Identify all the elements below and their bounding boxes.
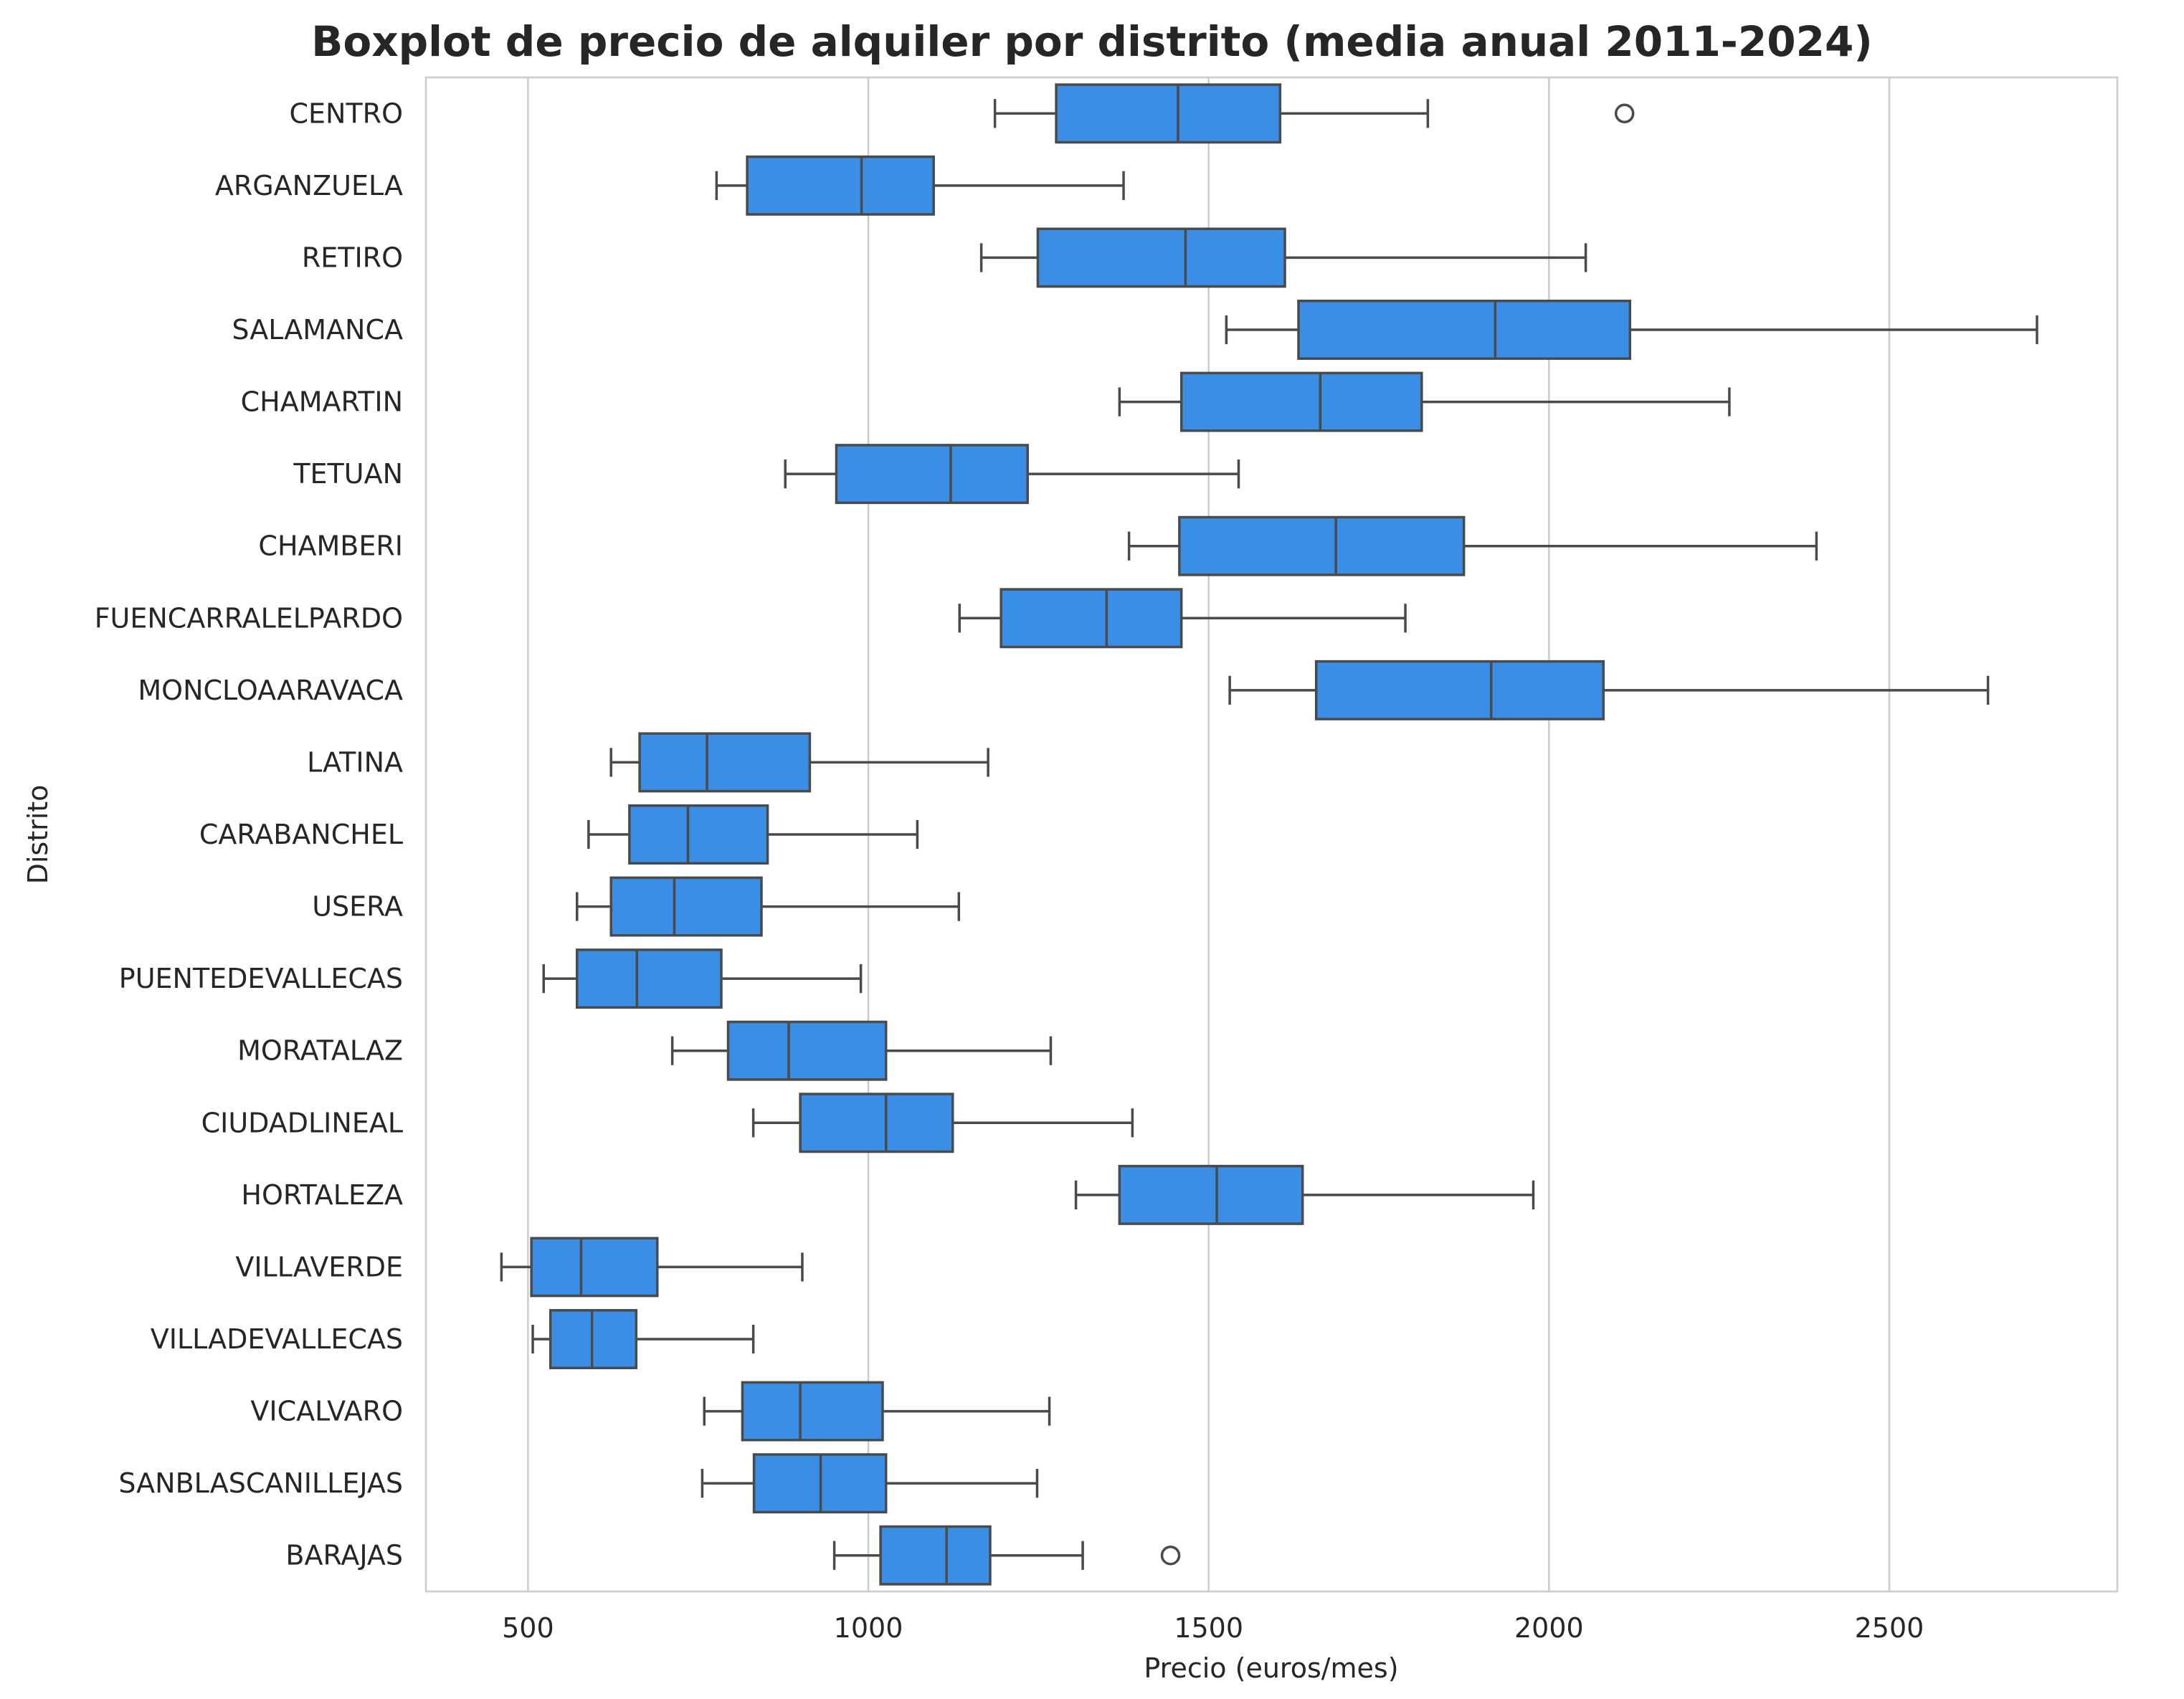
iqr-box	[1297, 300, 1632, 360]
box-arganzuela	[715, 155, 1125, 216]
y-tick-labels: CENTRO ARGANZUELA RETIRO SALAMANCA CHAMARTIN…	[95, 97, 403, 1571]
x-tick-label: 1500	[1174, 1612, 1243, 1644]
x-tick-label: 2500	[1855, 1612, 1924, 1644]
box-chamberi	[1127, 515, 1818, 576]
box-hortaleza	[1074, 1164, 1535, 1225]
box-chamartin	[1118, 371, 1731, 432]
iqr-box	[628, 804, 769, 865]
chart-title: Boxplot de precio de alquiler por distri…	[311, 17, 1873, 66]
y-tick-label-moratalaz: MORATALAZ	[237, 1035, 403, 1067]
y-tick-label-sanblascanillejas: SANBLASCANILLEJAS	[118, 1467, 403, 1499]
iqr-box	[1036, 227, 1286, 288]
y-tick-label-fuencarralelpardo: FUENCARRALELPARDO	[95, 602, 403, 634]
box-sanblascanillejas	[701, 1453, 1039, 1514]
y-tick-label-tetuan: TETUAN	[293, 458, 403, 490]
iqr-box	[746, 155, 935, 216]
box-moncloaaravaca	[1228, 660, 1990, 720]
iqr-box	[530, 1237, 659, 1298]
x-tick-label: 500	[502, 1612, 554, 1644]
box-villadevallecas	[531, 1309, 755, 1369]
y-tick-label-chamartin: CHAMARTIN	[241, 386, 403, 418]
box-tetuan	[784, 444, 1240, 505]
y-tick-label-moncloaaravaca: MONCLOAARAVACA	[138, 675, 403, 706]
iqr-box	[1055, 83, 1282, 144]
iqr-box	[575, 948, 723, 1009]
x-tick-labels: 500 1000 1500 2000 2500	[502, 1612, 1924, 1644]
y-tick-label-centro: CENTRO	[290, 97, 404, 129]
box-carabanchel	[587, 804, 919, 865]
iqr-box	[835, 444, 1029, 505]
box-retiro	[979, 227, 1587, 288]
iqr-box	[1000, 588, 1183, 649]
box-latina	[609, 732, 989, 793]
box-layer	[500, 83, 2038, 1586]
y-tick-label-vicalvaro: VICALVARO	[250, 1396, 403, 1427]
box-centro	[993, 83, 1635, 144]
iqr-box	[638, 732, 812, 793]
iqr-box	[609, 876, 763, 937]
iqr-box	[1314, 660, 1605, 720]
box-usera	[575, 876, 961, 937]
iqr-box	[741, 1381, 884, 1442]
iqr-box	[1179, 371, 1423, 432]
y-tick-label-puentedevallecas: PUENTEDEVALLECAS	[119, 963, 403, 994]
plot-frame	[424, 76, 2119, 1593]
iqr-box	[879, 1525, 992, 1586]
iqr-box	[549, 1309, 638, 1369]
y-tick-label-hortaleza: HORTALEZA	[241, 1179, 403, 1211]
y-tick-label-villadevallecas: VILLADEVALLECAS	[151, 1323, 403, 1355]
y-tick-label-retiro: RETIRO	[302, 242, 403, 273]
y-tick-label-carabanchel: CARABANCHEL	[199, 819, 403, 850]
y-tick-label-salamanca: SALAMANCA	[232, 314, 403, 346]
y-tick-label-barajas: BARAJAS	[285, 1540, 403, 1571]
iqr-box	[799, 1093, 954, 1153]
y-tick-label-villaverde: VILLAVERDE	[235, 1251, 403, 1282]
box-ciudadlineal	[751, 1093, 1134, 1153]
iqr-box	[1118, 1164, 1304, 1225]
iqr-box	[1178, 515, 1466, 576]
x-tick-label: 2000	[1514, 1612, 1584, 1644]
box-villaverde	[500, 1237, 804, 1298]
outlier-point	[1614, 103, 1635, 124]
y-tick-label-ciudadlineal: CIUDADLINEAL	[201, 1107, 403, 1138]
x-axis-label: Precio (euros/mes)	[1144, 1652, 1398, 1684]
box-salamanca	[1225, 300, 2038, 360]
y-tick-label-usera: USERA	[312, 891, 403, 923]
outlier-point	[1160, 1545, 1181, 1566]
x-tick-label: 1000	[834, 1612, 903, 1644]
box-moratalaz	[670, 1020, 1053, 1081]
box-puentedevallecas	[542, 948, 863, 1009]
box-barajas	[832, 1525, 1181, 1586]
y-tick-label-chamberi: CHAMBERI	[258, 530, 403, 562]
box-fuencarralelpardo	[958, 588, 1407, 649]
iqr-box	[726, 1020, 888, 1081]
y-tick-label-arganzuela: ARGANZUELA	[215, 170, 403, 201]
y-tick-label-latina: LATINA	[307, 746, 403, 778]
y-axis-label: Distrito	[22, 785, 54, 885]
box-vicalvaro	[703, 1381, 1051, 1442]
